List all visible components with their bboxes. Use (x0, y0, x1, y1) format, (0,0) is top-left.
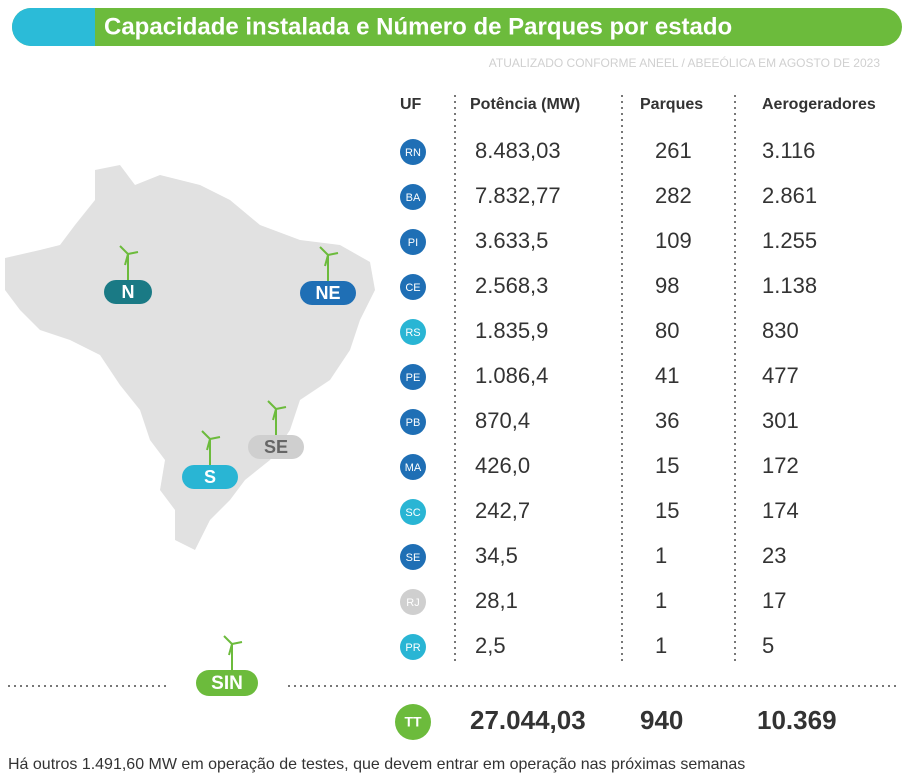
map-brazil (5, 165, 375, 550)
region-pill (182, 465, 238, 489)
cell: 17 (762, 588, 786, 613)
region-label: NE (315, 283, 340, 303)
state-code: PE (406, 372, 421, 384)
cell: 426,0 (475, 453, 530, 478)
cell: 41 (655, 363, 679, 388)
column-header: UF (400, 96, 422, 113)
state-code: PI (408, 237, 418, 249)
cell: 1 (655, 633, 667, 658)
cell: 1 (655, 588, 667, 613)
total-badge (395, 704, 431, 740)
cell: 1.255 (762, 228, 817, 253)
state-code: BA (406, 192, 421, 204)
region-pill (300, 281, 356, 305)
turbine-icon (223, 635, 243, 656)
cell: 830 (762, 318, 799, 343)
cell: 174 (762, 498, 799, 523)
state-badge (400, 364, 426, 390)
cell: 1.138 (762, 273, 817, 298)
title: Capacidade instalada e Número de Parques… (104, 13, 732, 40)
cell: 261 (655, 138, 692, 163)
cell: 36 (655, 408, 679, 433)
total-cell: 27.044,03 (470, 705, 586, 735)
cell: 2.861 (762, 183, 817, 208)
state-badge (400, 454, 426, 480)
cell: 109 (655, 228, 692, 253)
state-code: MA (405, 462, 422, 474)
cell: 1 (655, 543, 667, 568)
cell: 870,4 (475, 408, 530, 433)
cell: 5 (762, 633, 774, 658)
cell: 477 (762, 363, 799, 388)
cell: 28,1 (475, 588, 518, 613)
cell: 282 (655, 183, 692, 208)
region-label: S (204, 467, 216, 487)
cell: 7.832,77 (475, 183, 561, 208)
cell: 172 (762, 453, 799, 478)
title-bar-join (95, 8, 135, 46)
state-badge (400, 229, 426, 255)
region-label: SE (264, 437, 288, 457)
state-badge (400, 319, 426, 345)
cell: 2.568,3 (475, 273, 548, 298)
subtitle: ATUALIZADO CONFORME ANEEL / ABEEÓLICA EM… (489, 55, 881, 70)
state-badge (400, 274, 426, 300)
state-code: CE (405, 282, 420, 294)
cell: 98 (655, 273, 679, 298)
title-bar (12, 8, 902, 46)
state-badge (400, 139, 426, 165)
column-header: Aerogeradores (762, 96, 876, 113)
cell: 2,5 (475, 633, 506, 658)
state-badge (400, 544, 426, 570)
region-pill (248, 435, 304, 459)
region-pill (104, 280, 152, 304)
state-code: RS (405, 327, 420, 339)
cell: 3.116 (762, 138, 815, 163)
cell: 23 (762, 543, 786, 568)
state-badge (400, 634, 426, 660)
turbine-icon (119, 245, 139, 266)
cell: 8.483,03 (475, 138, 561, 163)
region-label: N (122, 282, 135, 302)
cell: 34,5 (475, 543, 518, 568)
turbine-icon (319, 246, 339, 267)
cell: 80 (655, 318, 679, 343)
column-header: Parques (640, 96, 703, 113)
cell: 1.086,4 (475, 363, 548, 388)
total-cell: 940 (640, 705, 683, 735)
cell: 15 (655, 498, 679, 523)
cell: 301 (762, 408, 799, 433)
state-badge (400, 409, 426, 435)
state-badge (400, 499, 426, 525)
footnote: Há outros 1.491,60 MW em operação de tes… (8, 756, 745, 773)
total-cell: 10.369 (757, 705, 837, 735)
state-badge (400, 589, 426, 615)
cell: 242,7 (475, 498, 530, 523)
state-code: RJ (406, 597, 419, 609)
state-code: RN (405, 147, 421, 159)
state-code: PR (405, 642, 420, 654)
sin-pill (196, 670, 258, 696)
column-header: Potência (MW) (470, 96, 580, 113)
cell: 3.633,5 (475, 228, 548, 253)
cell: 1.835,9 (475, 318, 548, 343)
turbine-icon (201, 430, 221, 451)
state-code: SE (406, 552, 421, 564)
total-code: TT (404, 714, 422, 730)
state-badge (400, 184, 426, 210)
sin-label: SIN (211, 673, 243, 694)
cell: 15 (655, 453, 679, 478)
state-code: SC (405, 507, 420, 519)
turbine-icon (267, 400, 287, 421)
state-code: PB (406, 417, 421, 429)
